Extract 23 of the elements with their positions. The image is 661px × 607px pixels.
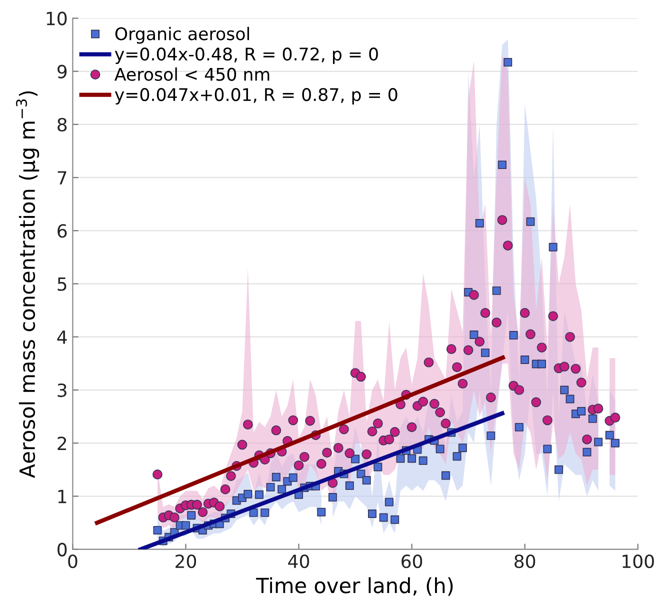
y-tick-label: 2 (58, 436, 66, 450)
legend-label: y=0.047x+0.01, R = 0.87, p = 0 (114, 88, 398, 105)
x-axis-title: Time over land, (h) (256, 577, 453, 596)
y-tick-label: 8 (58, 118, 67, 132)
x-tick-label: 60 (402, 554, 422, 568)
x-tick-label: 100 (622, 554, 654, 568)
x-tick-label: 20 (176, 554, 196, 568)
y-tick-label: 10 (46, 12, 67, 26)
y-tick-label: 0 (58, 542, 67, 556)
legend-label: Organic aerosol (115, 26, 249, 44)
y-tick-label: 1 (58, 490, 66, 504)
y-tick-label: 9 (58, 64, 67, 78)
legend-label: Aerosol < 450 nm (114, 67, 270, 81)
y-axis-title: Aerosol mass concentration (μg m$^{−3}$) (16, 91, 40, 478)
y-tick-label: 6 (58, 224, 67, 238)
x-tick-label: 80 (514, 554, 536, 568)
y-tick-label: 7 (58, 171, 66, 184)
y-tick-label: 3 (58, 383, 66, 398)
legend-label: y=0.04x-0.48, R = 0.72, p = 0 (114, 47, 378, 64)
x-tick-label: 0 (68, 554, 78, 568)
y-tick-label: 5 (58, 277, 66, 291)
y-tick-label: 4 (57, 330, 67, 344)
x-tick-label: 40 (288, 554, 310, 568)
